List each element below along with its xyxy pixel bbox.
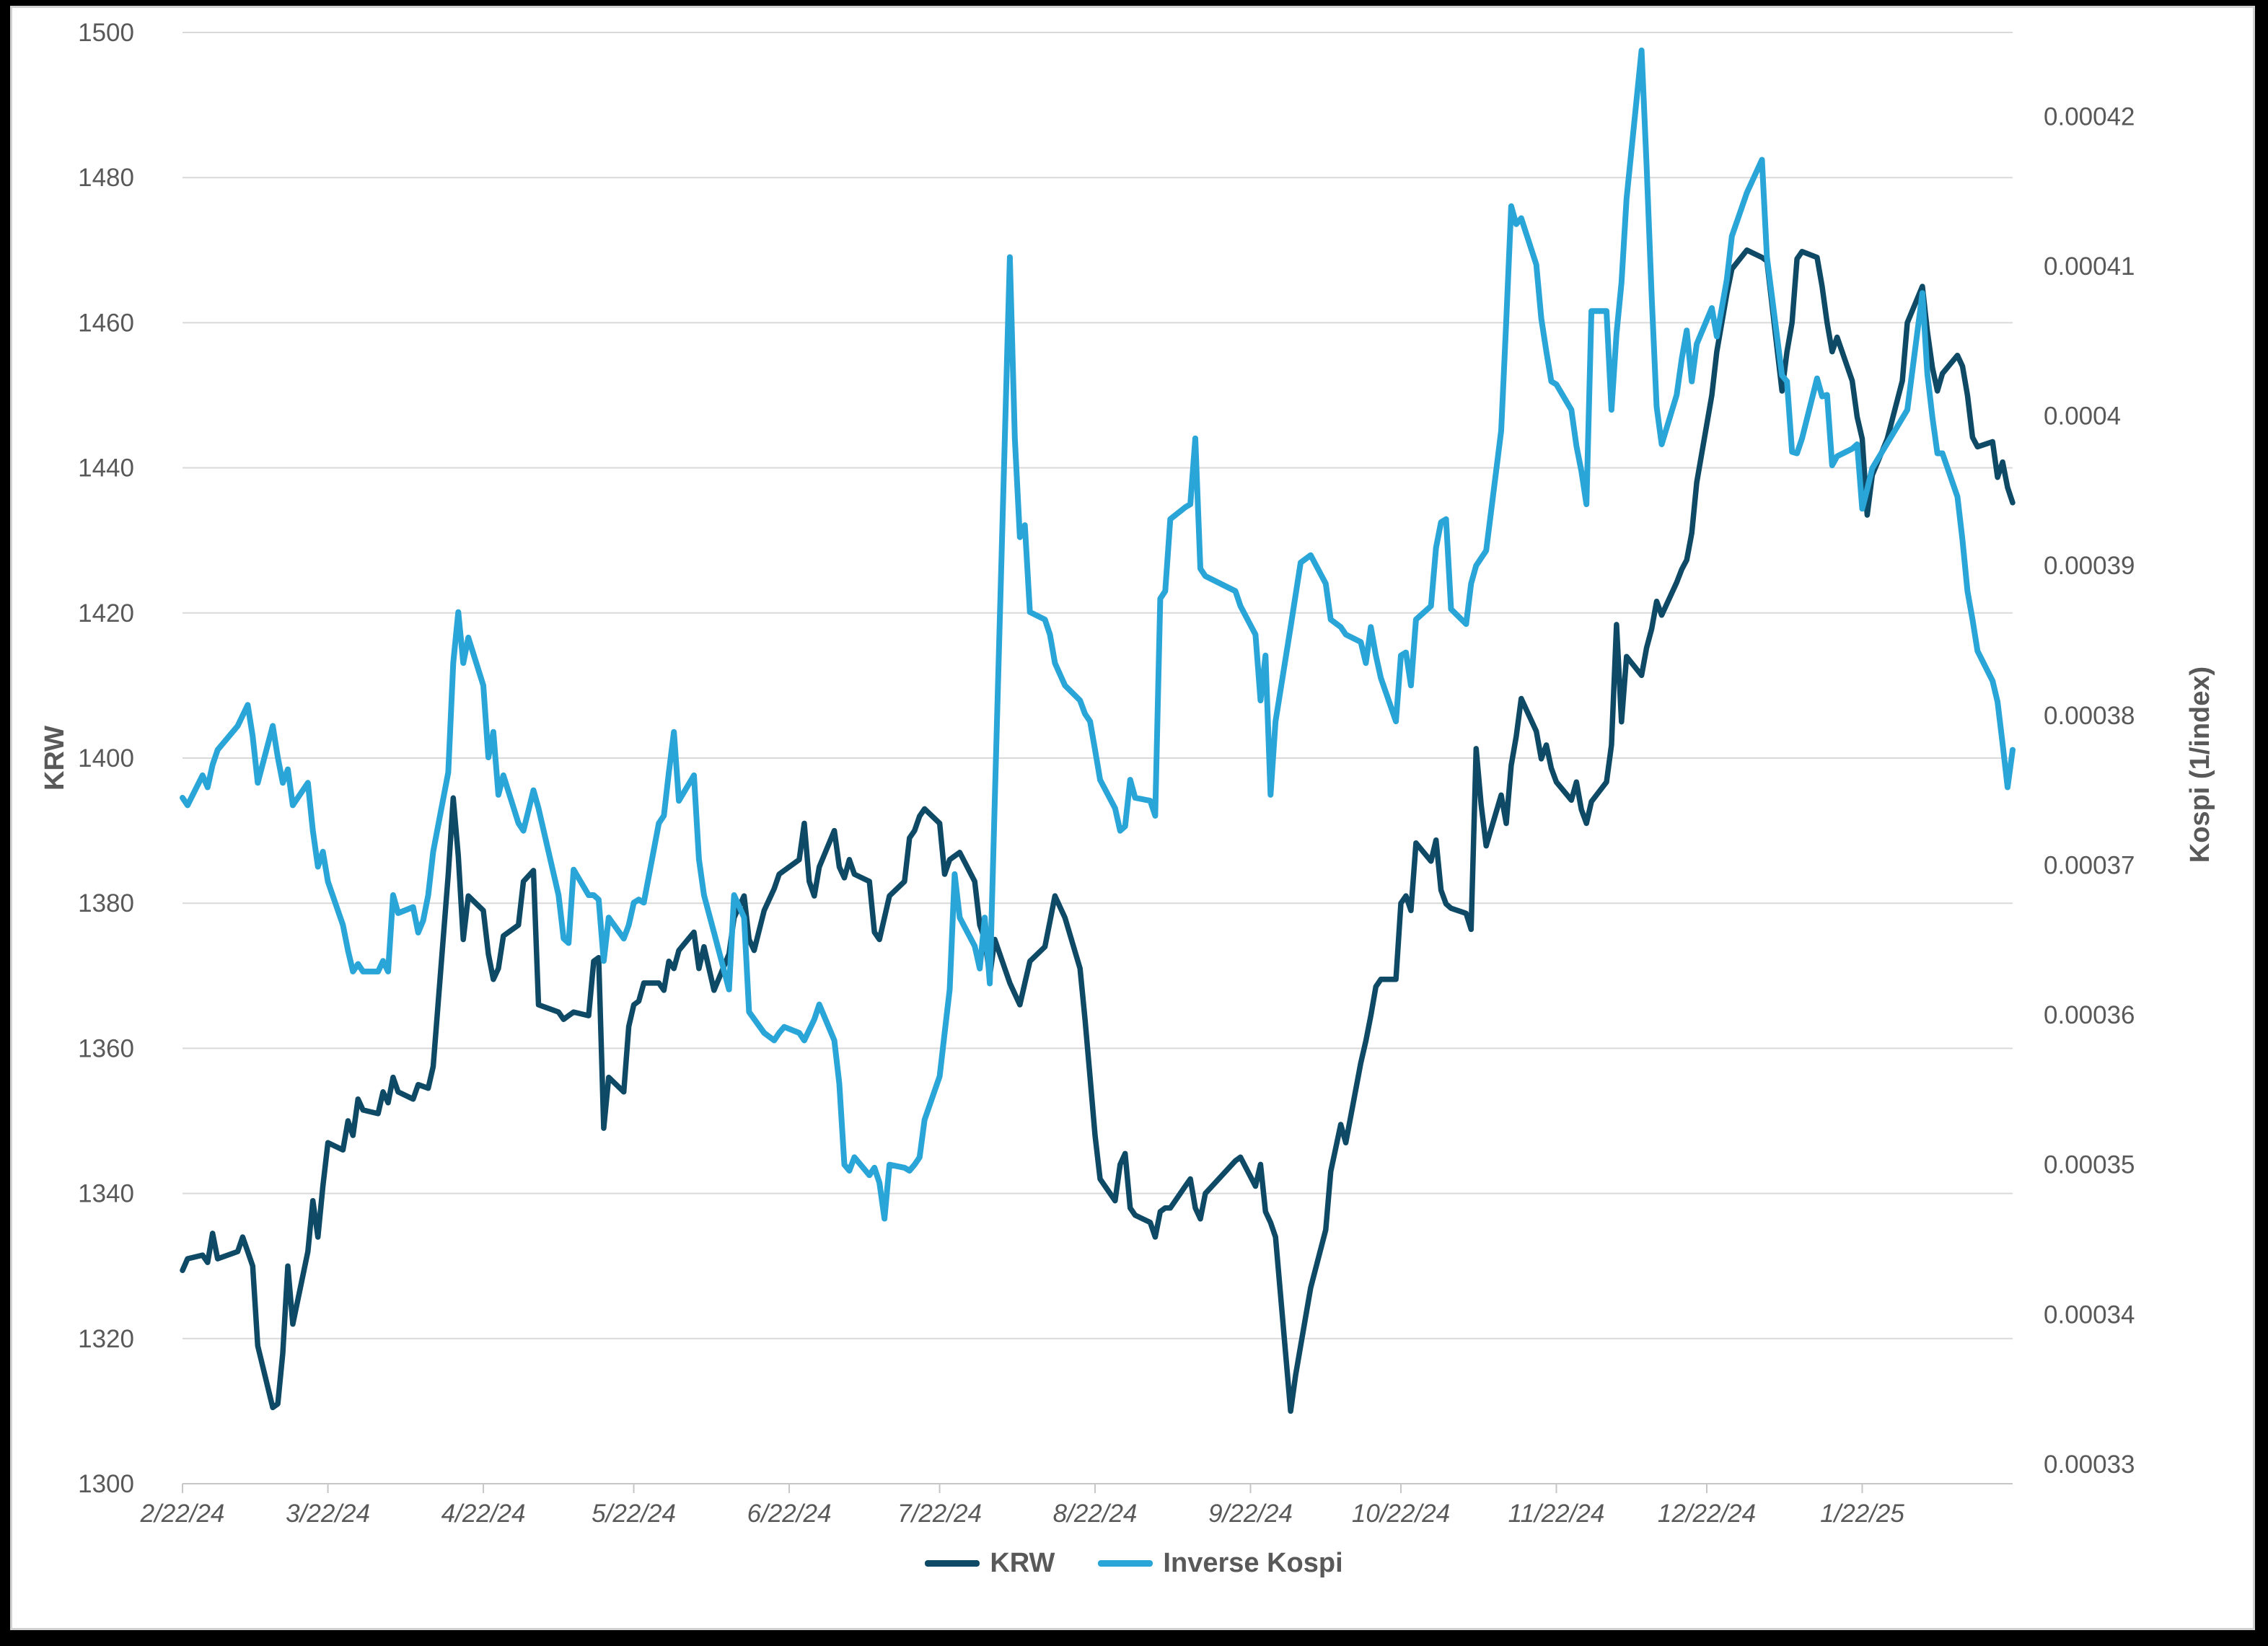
x-axis-date-label: 11/22/24 (1508, 1500, 1605, 1528)
y-right-tick-label: 0.0004 (2044, 402, 2121, 431)
y-left-tick-label: 1420 (78, 599, 134, 628)
x-axis-date-label: 12/22/24 (1658, 1500, 1756, 1528)
y-right-tick-label: 0.00033 (2044, 1451, 2135, 1479)
series-line-krw[interactable] (180, 247, 2016, 1414)
y-left-tick-label: 1320 (78, 1325, 134, 1353)
x-axis-date-label: 10/22/24 (1352, 1500, 1450, 1528)
y-left-tick-label: 1440 (78, 454, 134, 483)
y-right-tick-label: 0.00038 (2044, 702, 2135, 730)
y-left-tick-label: 1340 (78, 1180, 134, 1208)
x-axis-date-label: 5/22/24 (592, 1500, 676, 1528)
legend-label-inverse-kospi: Inverse Kospi (1163, 1548, 1343, 1578)
y-left-tick-label: 1380 (78, 889, 134, 917)
legend-item-inverse-kospi[interactable]: Inverse Kospi (1098, 1548, 1343, 1579)
y-left-tick-label: 1360 (78, 1034, 134, 1062)
x-axis-date-label: 3/22/24 (286, 1500, 370, 1528)
x-axis-date-label: 8/22/24 (1053, 1500, 1138, 1528)
y-right-tick-label: 0.00036 (2044, 1001, 2135, 1029)
legend: KRW Inverse Kospi (0, 1548, 2268, 1579)
chart-panel (10, 6, 2255, 1630)
x-axis-date-label: 7/22/24 (897, 1500, 982, 1528)
y-left-axis-title: KRW (40, 726, 70, 791)
krw-line-swatch (925, 1560, 980, 1567)
y-right-tick-label: 0.00042 (2044, 102, 2135, 131)
y-right-tick-label: 0.00035 (2044, 1151, 2135, 1179)
x-axis-date-label: 6/22/24 (747, 1500, 832, 1528)
y-left-tick-label: 1480 (78, 164, 134, 192)
inverse-kospi-line-swatch (1098, 1560, 1153, 1567)
y-left-tick-label: 1400 (78, 744, 134, 773)
y-left-tick-label: 1500 (78, 19, 134, 47)
series-line-inverse-kospi[interactable] (180, 47, 2016, 1222)
y-left-tick-label: 1460 (78, 309, 134, 337)
y-left-tick-label: 1300 (78, 1470, 134, 1498)
legend-label-krw: KRW (990, 1548, 1055, 1578)
x-axis-date-label: 4/22/24 (441, 1500, 526, 1528)
y-right-tick-label: 0.00041 (2044, 252, 2135, 281)
y-right-tick-label: 0.00039 (2044, 552, 2135, 580)
x-axis-date-label: 1/22/25 (1820, 1500, 1904, 1528)
y-right-axis-title: Kospi (1/index) (2185, 666, 2215, 863)
legend-item-krw[interactable]: KRW (925, 1548, 1055, 1579)
x-axis-date-label: 9/22/24 (1208, 1500, 1293, 1528)
y-right-tick-label: 0.00037 (2044, 851, 2135, 879)
y-right-tick-label: 0.00034 (2044, 1300, 2135, 1329)
x-axis-date-label: 2/22/24 (140, 1500, 225, 1528)
